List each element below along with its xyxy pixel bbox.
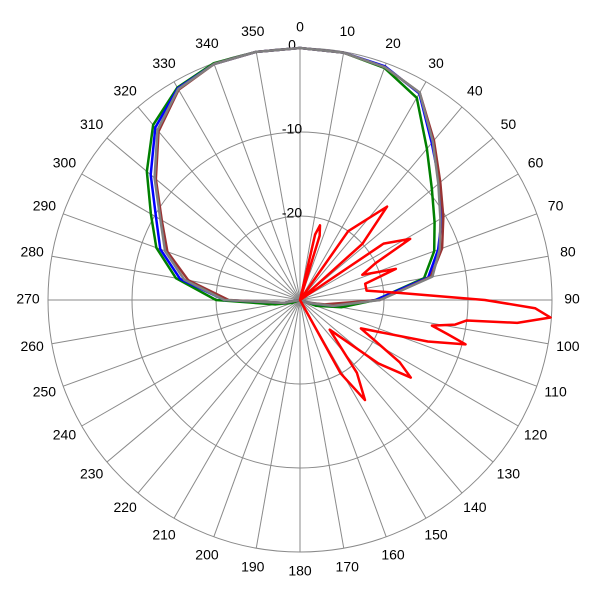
theta-tick-label: 40 — [467, 82, 483, 98]
theta-tick-label: 320 — [113, 82, 137, 98]
spoke — [299, 299, 519, 427]
spoke — [213, 299, 301, 537]
spoke — [173, 299, 301, 519]
spoke — [51, 299, 301, 345]
theta-tick-label: 10 — [339, 23, 355, 39]
theta-tick-label: 200 — [195, 546, 219, 562]
theta-tick-label: 130 — [497, 466, 521, 482]
spoke — [299, 299, 345, 549]
theta-tick-label: 100 — [556, 338, 580, 354]
spoke — [299, 299, 494, 463]
theta-tick-label: 340 — [195, 35, 219, 51]
theta-tick-label: 350 — [241, 23, 265, 39]
theta-tick-label: 80 — [560, 243, 576, 259]
pattern-line — [149, 46, 444, 308]
theta-tick-label: 290 — [33, 198, 57, 214]
theta-tick-label: 60 — [528, 155, 544, 171]
theta-tick-label: 210 — [152, 526, 176, 542]
spoke — [299, 173, 519, 301]
theta-tick-label: 250 — [33, 384, 57, 400]
theta-tick-label: 190 — [241, 559, 265, 575]
spoke — [255, 51, 301, 301]
theta-tick-label: 180 — [288, 563, 312, 579]
spoke — [106, 299, 301, 463]
spoke — [63, 299, 301, 387]
r-tick-label: 0 — [288, 37, 296, 53]
theta-tick-label: 330 — [152, 55, 176, 71]
spoke — [255, 299, 301, 549]
spoke — [299, 299, 463, 494]
r-tick-label: -20 — [282, 205, 302, 221]
theta-tick-label: 220 — [113, 499, 137, 515]
pattern-line — [153, 46, 442, 308]
spoke — [173, 81, 301, 301]
theta-tick-label: 260 — [20, 338, 44, 354]
spoke — [63, 213, 301, 301]
theta-tick-label: 270 — [16, 291, 40, 307]
spoke — [137, 106, 301, 301]
theta-tick-label: 120 — [524, 427, 548, 443]
theta-tick-label: 90 — [564, 291, 580, 307]
spoke — [299, 63, 387, 301]
theta-tick-label: 310 — [80, 116, 104, 132]
theta-tick-label: 150 — [424, 526, 448, 542]
theta-tick-label: 20 — [385, 35, 401, 51]
theta-tick-label: 70 — [548, 198, 564, 214]
spoke — [213, 63, 301, 301]
theta-tick-label: 230 — [80, 466, 104, 482]
spoke — [299, 106, 463, 301]
spoke — [137, 299, 301, 494]
spoke — [299, 299, 387, 537]
theta-tick-label: 300 — [53, 155, 77, 171]
spoke — [81, 173, 301, 301]
spoke — [81, 299, 301, 427]
spoke — [299, 81, 427, 301]
ring — [131, 131, 469, 469]
theta-tick-label: 240 — [53, 427, 77, 443]
spoke — [299, 299, 537, 387]
spoke — [299, 51, 345, 301]
pattern-line — [298, 205, 552, 402]
spoke — [299, 137, 494, 301]
theta-tick-label: 110 — [544, 384, 567, 400]
spoke — [106, 137, 301, 301]
theta-tick-label: 30 — [428, 55, 444, 71]
theta-tick-label: 170 — [336, 559, 360, 575]
spoke — [299, 213, 537, 301]
r-tick-label: -10 — [282, 121, 302, 137]
theta-tick-label: 0 — [296, 19, 304, 35]
theta-tick-label: 50 — [501, 116, 517, 132]
theta-tick-label: 160 — [381, 546, 405, 562]
theta-tick-label: 280 — [20, 243, 44, 259]
theta-tick-label: 140 — [463, 499, 487, 515]
